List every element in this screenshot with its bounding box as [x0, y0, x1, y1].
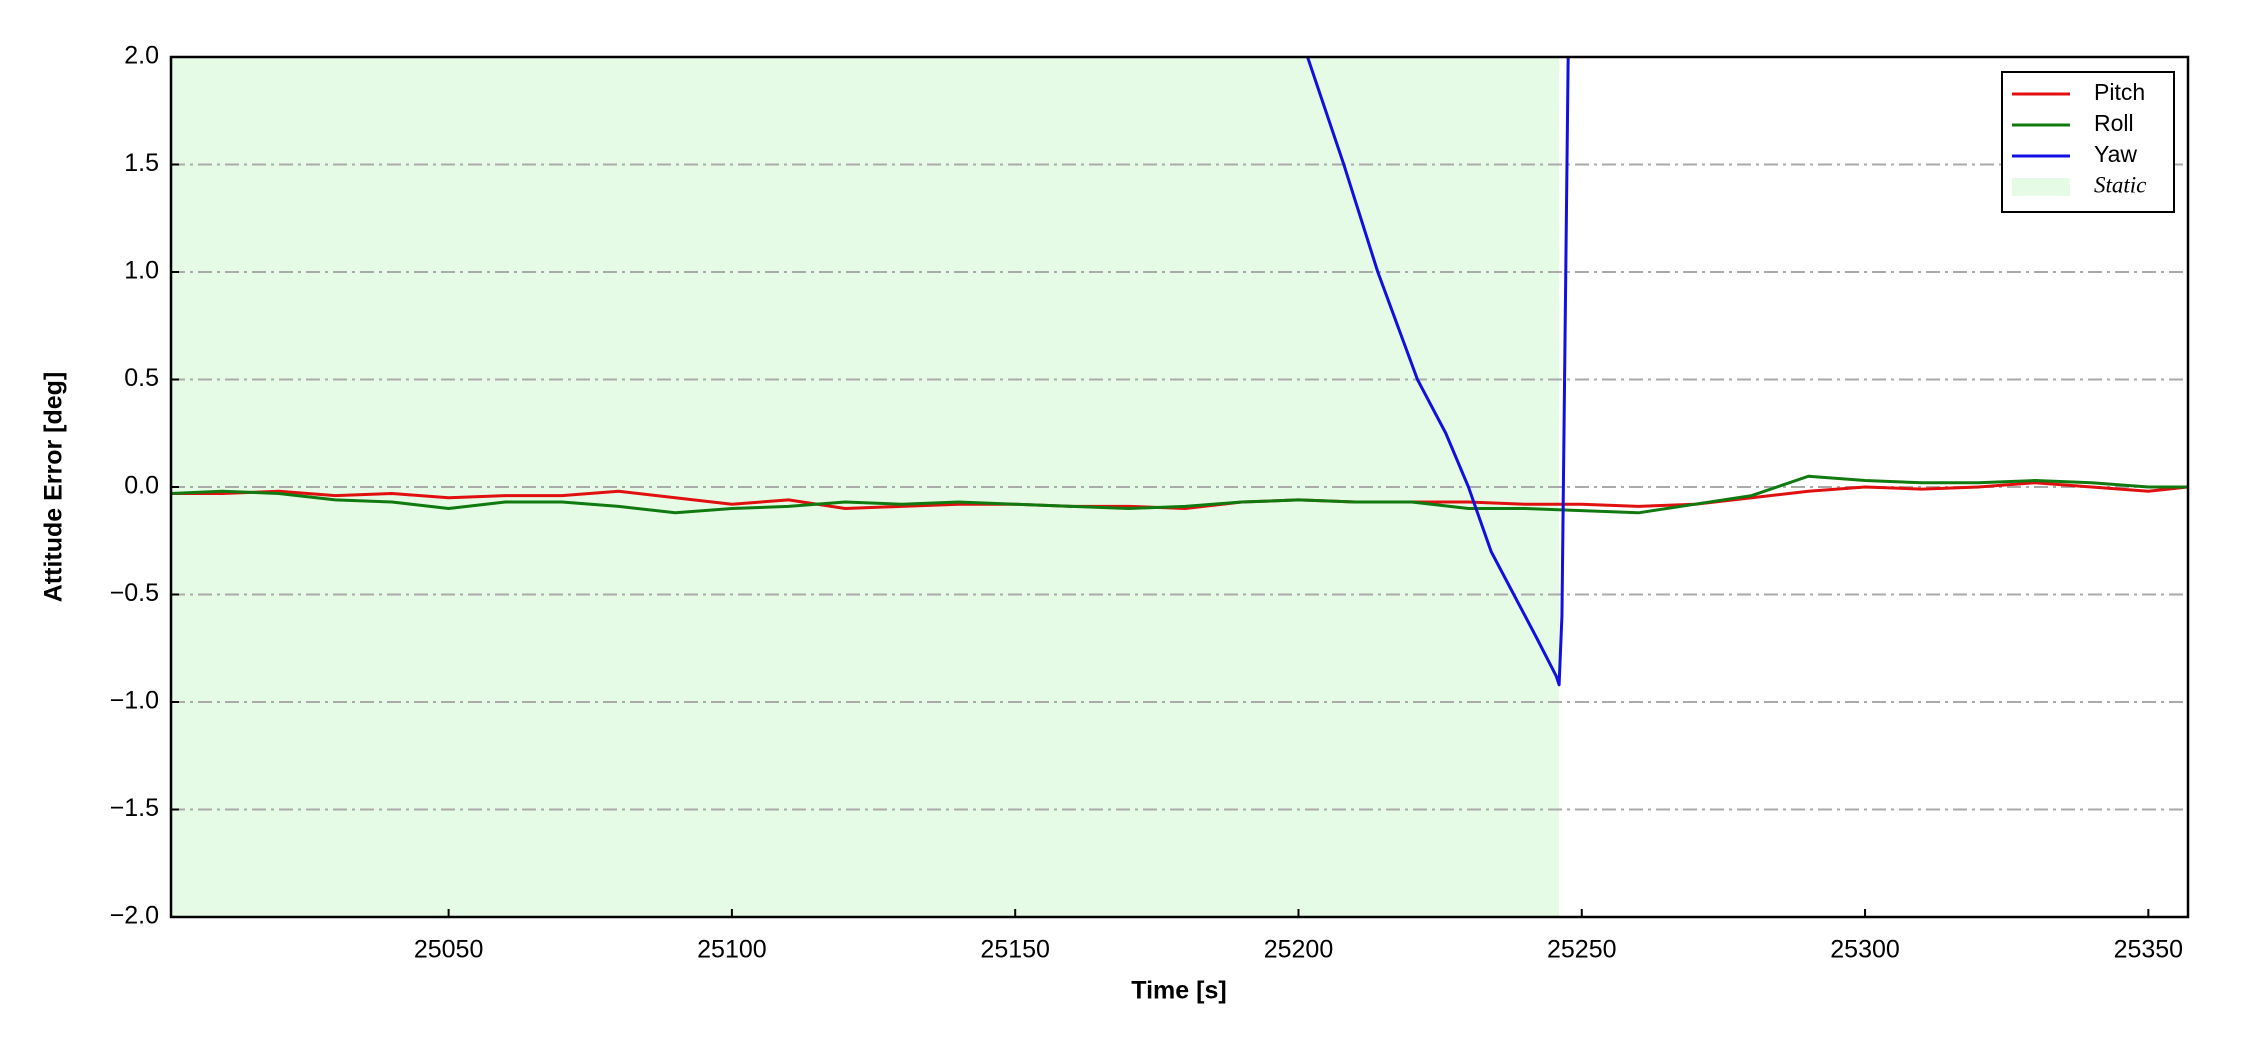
y-tick-label: 1.5 — [124, 149, 159, 177]
series-line — [171, 481, 2188, 510]
ticks: −2.0 −1.5 −1.0 −0.5 0.0 0.5 1.0 1.5 2.0 25050 2510… — [110, 42, 2183, 964]
y-axis-label: Attitude Error [deg] — [40, 372, 68, 603]
y-tick-label: 2.0 — [124, 42, 159, 70]
x-tick-label: 25100 — [697, 936, 767, 964]
x-axis-label: Time [s] — [1131, 977, 1226, 1005]
legend-label: Static — [2094, 172, 2146, 197]
y-tick-label: 0.5 — [124, 364, 159, 392]
y-tick-label: −1.5 — [110, 794, 159, 822]
y-tick-label: −1.0 — [110, 687, 159, 715]
legend: Pitch Roll Yaw Static — [2001, 71, 2175, 213]
y-tick-label: −2.0 — [110, 902, 159, 930]
series-line — [1306, 57, 1570, 687]
x-tick-label: 25200 — [1264, 936, 1334, 964]
series-line — [171, 474, 2188, 515]
y-tick-label: −0.5 — [110, 579, 159, 607]
x-tick-label: 25150 — [980, 936, 1050, 964]
x-tick-label: 25350 — [2114, 936, 2184, 964]
legend-label: Pitch — [2094, 79, 2145, 105]
legend-swatch — [2012, 178, 2070, 196]
x-tick-label: 25300 — [1830, 936, 1900, 964]
y-tick-label: 0.0 — [124, 472, 159, 500]
legend-label: Roll — [2094, 110, 2134, 136]
x-tick-label: 25250 — [1547, 936, 1617, 964]
y-tick-label: 1.0 — [124, 257, 159, 285]
lines — [171, 57, 2188, 687]
x-tick-label: 25050 — [414, 936, 484, 964]
legend-label: Yaw — [2094, 141, 2137, 167]
